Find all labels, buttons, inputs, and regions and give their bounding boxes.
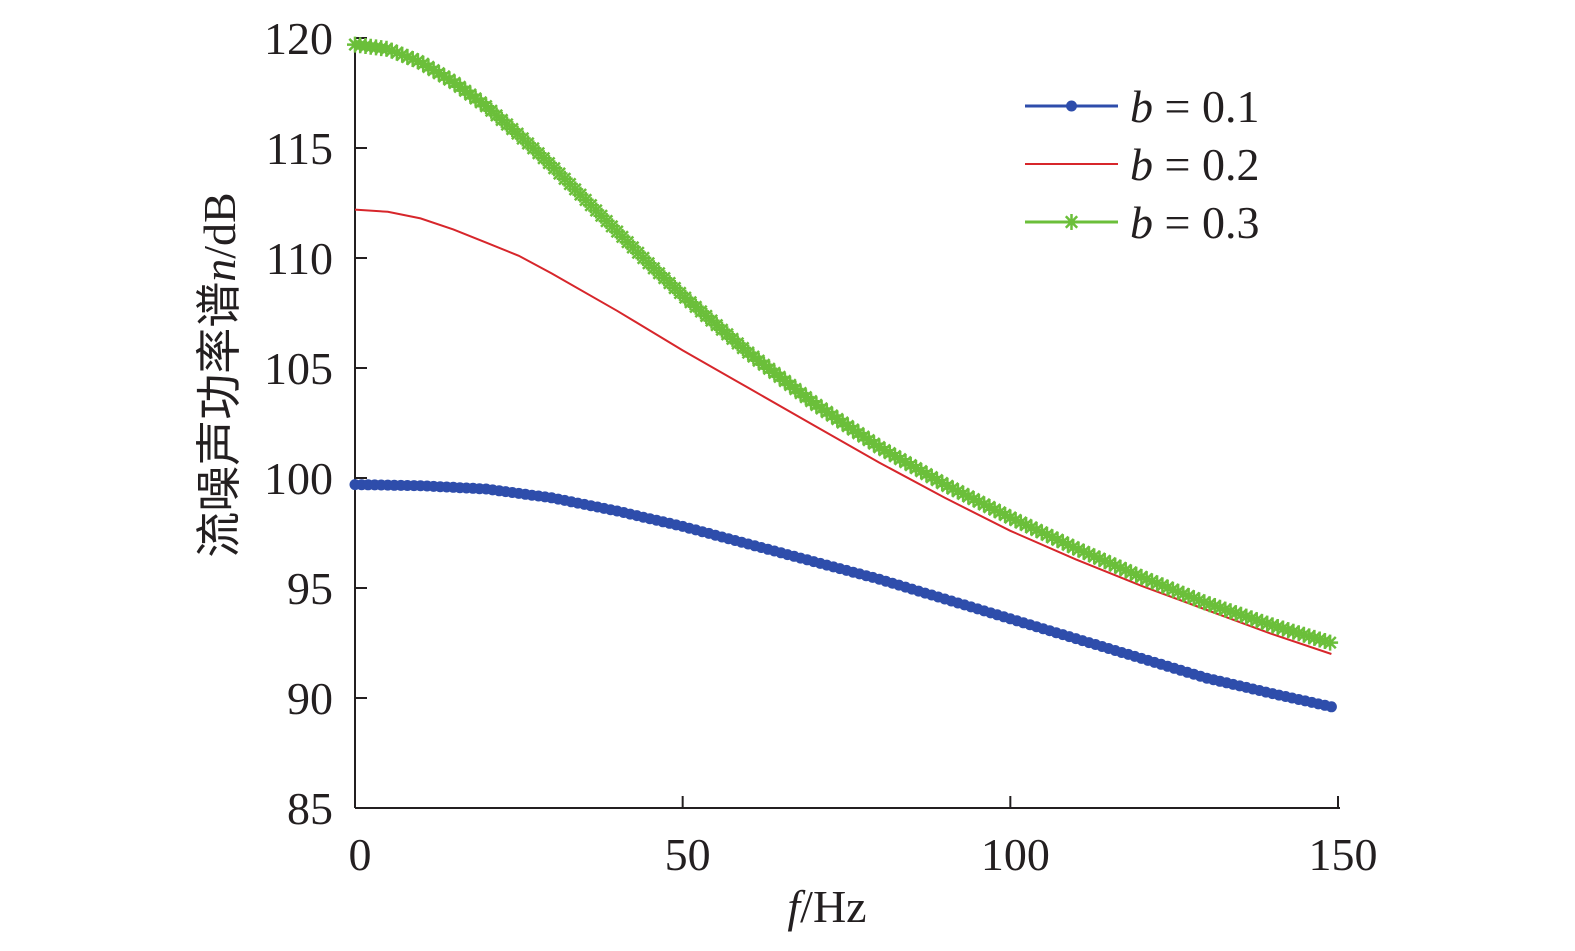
legend-label-var: b: [1130, 81, 1153, 132]
y-tick-label: 115: [266, 123, 333, 174]
y-tick-label: 110: [266, 233, 333, 284]
legend-marker: [1066, 101, 1077, 112]
y-axis-title-prefix: 流噪声功率谱: [194, 282, 245, 558]
legend-label-value: = 0.1: [1153, 81, 1259, 132]
legend-item: b = 0.3: [1025, 197, 1259, 248]
x-tick-label: 50: [665, 829, 711, 880]
legend-item: b = 0.1: [1025, 81, 1259, 132]
series-line: [355, 45, 1331, 643]
y-axis-title-var: n: [194, 259, 245, 282]
x-axis-title-unit: /Hz: [800, 881, 866, 932]
legend-label: b = 0.1: [1130, 81, 1259, 132]
x-tick-label: 0: [349, 829, 372, 880]
y-tick-label: 90: [287, 673, 333, 724]
data-point: [1322, 635, 1338, 651]
x-tick-label: 100: [981, 829, 1050, 880]
legend-label: b = 0.3: [1130, 197, 1259, 248]
legend: b = 0.1b = 0.2b = 0.3: [1025, 81, 1259, 248]
y-tick-label: 105: [264, 343, 333, 394]
legend-label-var: b: [1130, 197, 1153, 248]
legend-label-value: = 0.2: [1153, 139, 1259, 190]
legend-label-value: = 0.3: [1153, 197, 1259, 248]
y-tick-label: 120: [264, 13, 333, 64]
x-tick-label: 150: [1309, 829, 1378, 880]
x-axis-title: f/Hz: [787, 881, 866, 932]
legend-item: b = 0.2: [1025, 139, 1259, 190]
legend-label: b = 0.2: [1130, 139, 1259, 190]
y-tick-label: 85: [287, 783, 333, 834]
line-chart: 85 90 95 100 105 110 115 120 0 50 100 150 f/Hz 流噪声…: [0, 0, 1575, 951]
legend-label-var: b: [1130, 139, 1153, 190]
legend-marker: [1064, 214, 1080, 230]
series-layer: [347, 37, 1338, 713]
y-ticks: 85 90 95 100 105 110 115 120: [264, 13, 367, 834]
y-axis-title: 流噪声功率谱n/dB: [194, 192, 245, 557]
y-tick-label: 95: [287, 563, 333, 614]
y-tick-label: 100: [264, 453, 333, 504]
data-point: [1326, 701, 1337, 712]
y-axis-title-unit: /dB: [194, 192, 245, 258]
